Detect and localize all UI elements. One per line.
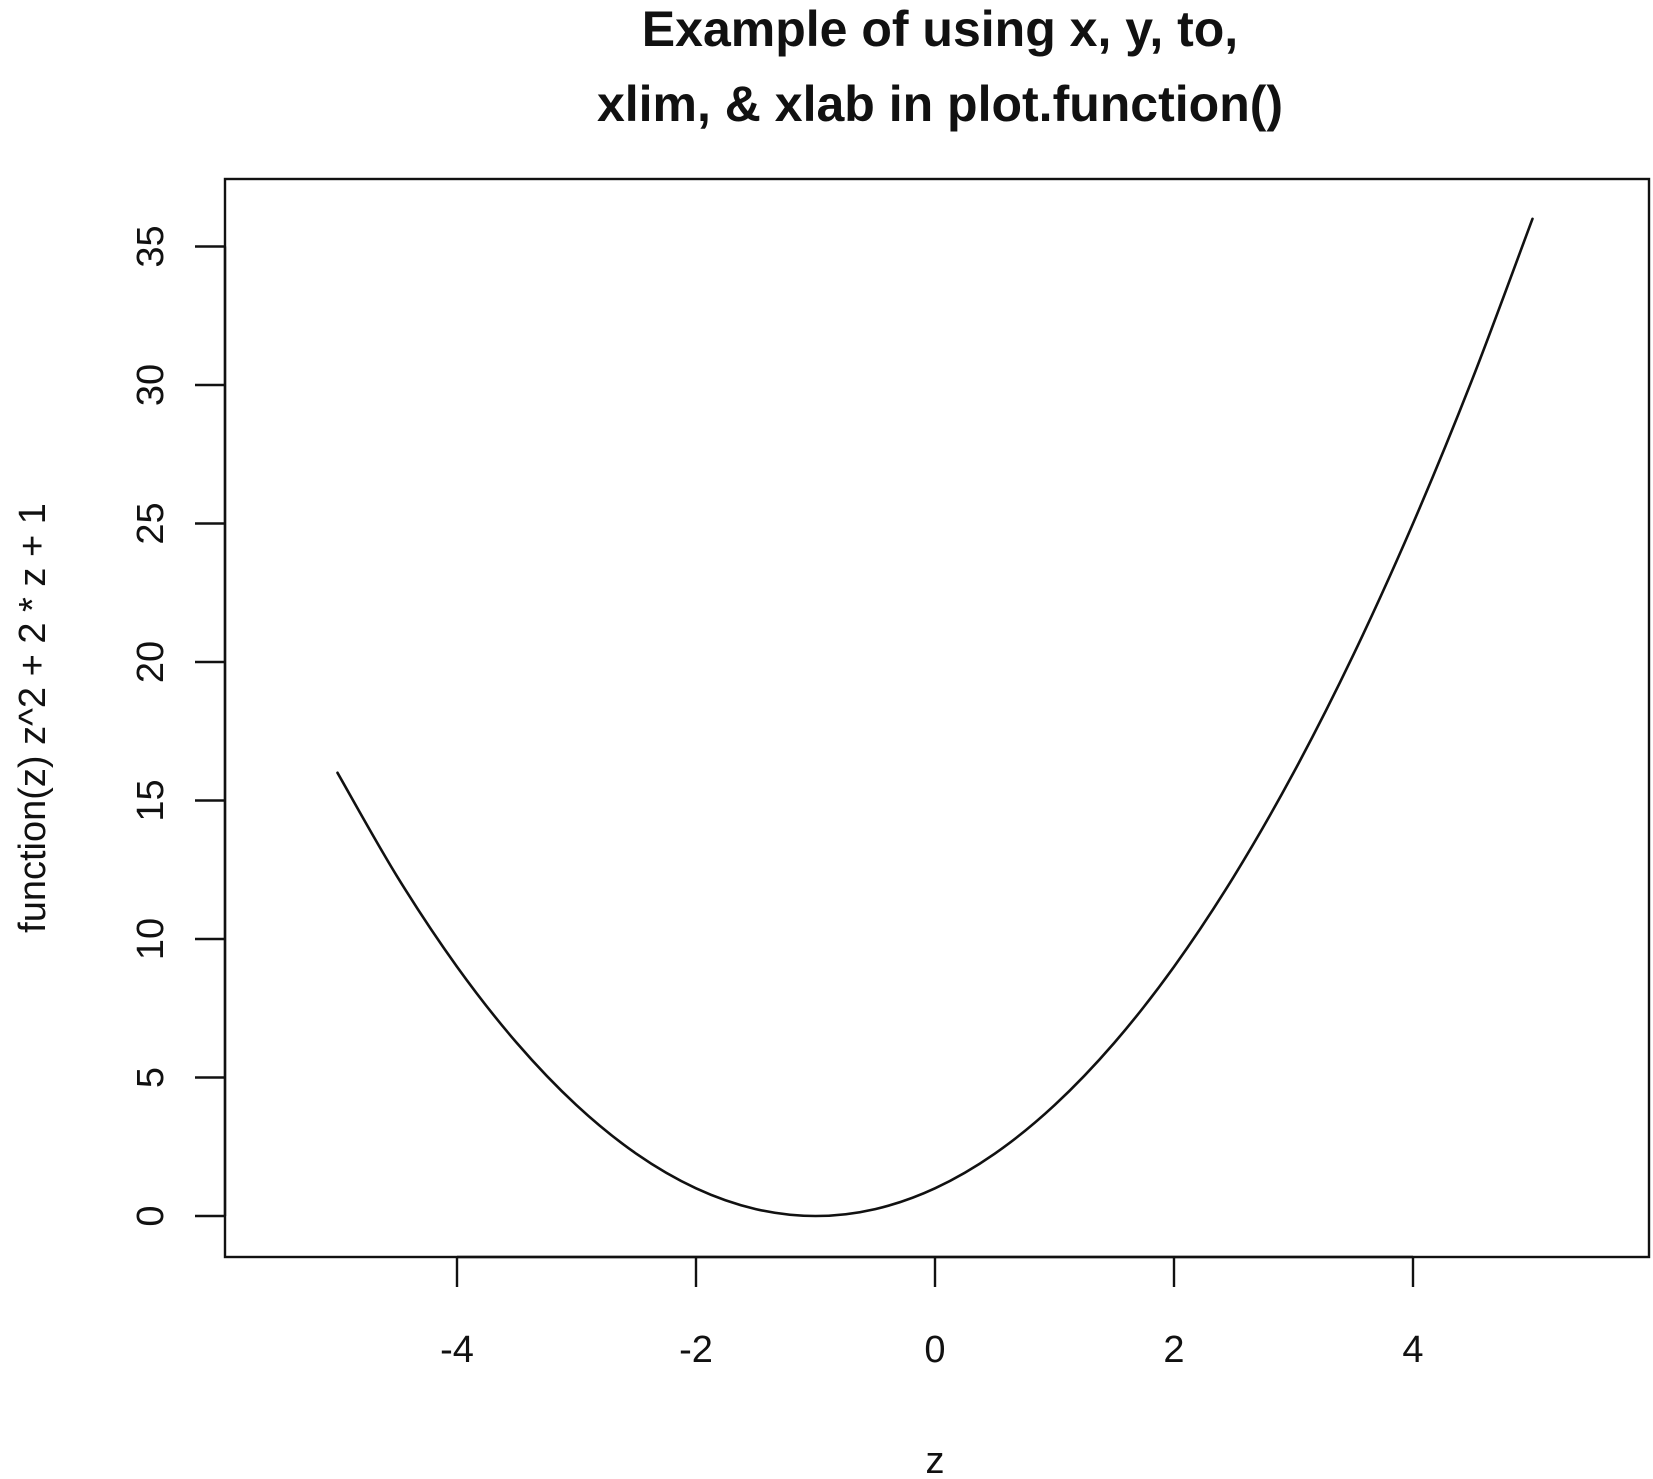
y-tick-label: 35 <box>130 225 172 267</box>
x-axis: -4 -2 0 2 4 <box>440 1255 1424 1371</box>
y-axis-label: function(z) z^2 + 2 * z + 1 <box>12 503 54 933</box>
chart-title-line-1: Example of using x, y, to, <box>642 1 1238 57</box>
y-tick-label: 10 <box>130 918 172 960</box>
x-axis-label: z <box>926 1440 945 1479</box>
y-axis: 0 5 10 15 20 25 30 35 <box>130 225 227 1227</box>
x-tick-label: 0 <box>924 1329 945 1371</box>
y-tick-label: 30 <box>130 364 172 406</box>
x-tick-label: -2 <box>679 1329 713 1371</box>
plot-frame <box>223 177 1651 1259</box>
x-tick-label: 4 <box>1402 1329 1423 1371</box>
y-tick-label: 25 <box>130 502 172 544</box>
y-tick-label: 0 <box>130 1205 172 1226</box>
x-tick-label: -4 <box>440 1329 474 1371</box>
series-line <box>336 217 1534 1218</box>
y-tick-label: 5 <box>130 1067 172 1088</box>
y-tick-label: 15 <box>130 779 172 821</box>
chart-title-line-2: xlim, & xlab in plot.function() <box>597 76 1283 132</box>
x-tick-label: 2 <box>1163 1329 1184 1371</box>
y-tick-label: 20 <box>130 641 172 683</box>
